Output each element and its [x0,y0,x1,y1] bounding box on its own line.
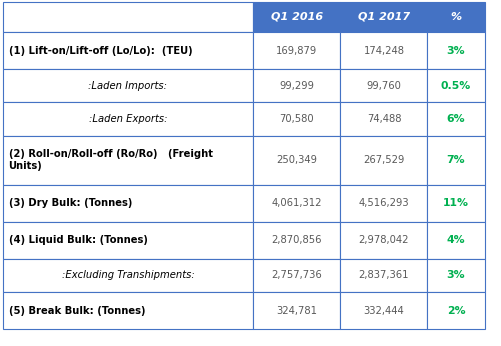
Text: :Laden Imports:: :Laden Imports: [88,81,167,91]
Bar [253,32,340,69]
Bar [426,185,483,222]
Bar [253,222,340,259]
Text: 2,870,856: 2,870,856 [271,235,322,245]
Bar [426,136,483,185]
Bar [253,185,340,222]
Text: 99,760: 99,760 [366,81,401,91]
Bar [426,32,483,69]
Bar [426,292,483,329]
Text: 11%: 11% [442,198,468,208]
Text: 4%: 4% [446,235,464,245]
Bar [340,222,426,259]
Text: 3%: 3% [446,46,464,56]
Text: Q1 2017: Q1 2017 [357,12,409,22]
Text: (3) Dry Bulk: (Tonnes): (3) Dry Bulk: (Tonnes) [9,198,132,208]
Text: (5) Break Bulk: (Tonnes): (5) Break Bulk: (Tonnes) [9,306,145,316]
Text: 169,879: 169,879 [276,46,317,56]
Bar [253,102,340,136]
Text: (4) Liquid Bulk: (Tonnes): (4) Liquid Bulk: (Tonnes) [9,235,147,245]
Text: :Laden Exports:: :Laden Exports: [89,114,167,124]
Text: 332,444: 332,444 [363,306,403,316]
Bar [426,102,483,136]
Text: %: % [449,12,460,22]
Text: Q1 2016: Q1 2016 [271,12,322,22]
Text: 267,529: 267,529 [363,155,404,165]
Text: 6%: 6% [446,114,464,124]
Text: 74,488: 74,488 [366,114,400,124]
Bar [426,69,483,102]
Bar [253,2,340,32]
Bar [340,185,426,222]
Bar [253,136,340,185]
Bar [426,222,483,259]
Bar [426,259,483,292]
Bar [3,102,253,136]
Bar [340,102,426,136]
Bar [340,2,426,32]
Text: 4,516,293: 4,516,293 [358,198,408,208]
Bar [253,259,340,292]
Bar [3,32,253,69]
Text: (1) Lift-on/Lift-off (Lo/Lo):  (TEU): (1) Lift-on/Lift-off (Lo/Lo): (TEU) [9,46,192,56]
Text: 4,061,312: 4,061,312 [271,198,322,208]
Text: 70,580: 70,580 [279,114,314,124]
Bar [340,32,426,69]
Bar [3,185,253,222]
Bar [3,222,253,259]
Text: 250,349: 250,349 [276,155,317,165]
Bar [340,136,426,185]
Bar [3,292,253,329]
Bar [3,2,253,32]
Text: 174,248: 174,248 [363,46,404,56]
Bar [3,259,253,292]
Text: 3%: 3% [446,271,464,280]
Text: 2,837,361: 2,837,361 [358,271,408,280]
Bar [3,69,253,102]
Text: 324,781: 324,781 [276,306,317,316]
Bar [340,259,426,292]
Bar [253,69,340,102]
Bar [426,2,483,32]
Bar [340,69,426,102]
Text: 0.5%: 0.5% [440,81,470,91]
Text: 7%: 7% [446,155,464,165]
Bar [340,292,426,329]
Text: 2%: 2% [446,306,464,316]
Text: 2,757,736: 2,757,736 [271,271,322,280]
Text: (2) Roll-on/Roll-off (Ro/Ro)   (Freight
Units): (2) Roll-on/Roll-off (Ro/Ro) (Freight Un… [9,149,212,171]
Bar [253,292,340,329]
Text: 2,978,042: 2,978,042 [358,235,408,245]
Text: :Excluding Transhipments:: :Excluding Transhipments: [62,271,194,280]
Bar [3,136,253,185]
Text: 99,299: 99,299 [279,81,314,91]
